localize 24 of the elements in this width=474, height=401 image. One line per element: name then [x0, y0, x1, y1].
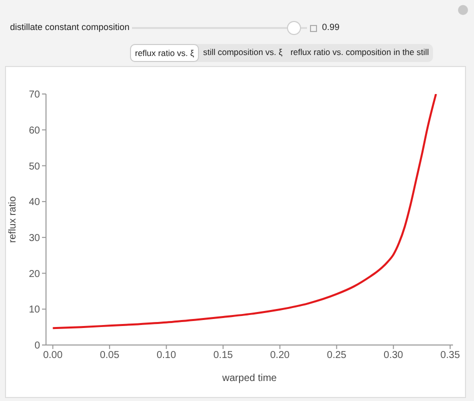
x-tick-label: 0.35: [440, 350, 460, 362]
text: still composition vs. ξ: [202, 46, 284, 59]
x-tick-label: 0.15: [213, 350, 234, 362]
y-tick-label: 60: [28, 125, 40, 136]
y-axis-title: reflux ratio: [8, 196, 19, 243]
y-tick-label: 20: [28, 268, 40, 280]
y-tick-label: 0: [34, 340, 40, 352]
text: reflux ratio vs. composition in the still: [289, 46, 430, 59]
y-tick-label: 50: [28, 161, 40, 172]
text: reflux ratio vs. ξ: [130, 44, 200, 62]
line-series: [52, 94, 437, 330]
text: 0.99: [322, 22, 340, 32]
x-tick-label: 0.25: [326, 350, 347, 362]
y-tick-label: 70: [28, 90, 40, 101]
y-tick-label: 10: [28, 304, 40, 316]
y-tick-label: 40: [28, 197, 40, 208]
y-tick-label: 30: [28, 232, 40, 244]
x-tick-label: 0.05: [100, 350, 120, 362]
x-tick-label: 0.10: [156, 350, 177, 362]
text: distillate constant composition: [10, 22, 130, 32]
x-tick-label: 0.30: [384, 350, 404, 362]
x-axis-title: warped time: [221, 373, 278, 384]
x-tick-label: 0.00: [43, 350, 63, 362]
x-tick-label: 0.20: [270, 350, 290, 362]
